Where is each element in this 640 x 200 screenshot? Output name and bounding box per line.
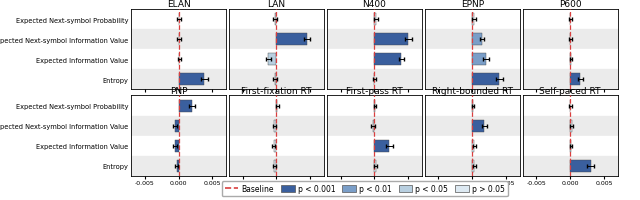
Bar <box>131 156 226 176</box>
Bar <box>570 160 591 172</box>
Bar <box>425 116 520 136</box>
Bar <box>276 100 277 112</box>
Bar <box>472 34 483 46</box>
Bar <box>327 10 422 30</box>
Bar <box>179 74 204 86</box>
Bar <box>523 30 618 50</box>
Bar <box>472 14 474 26</box>
Bar <box>327 70 422 90</box>
Title: PNP: PNP <box>170 86 188 95</box>
Bar <box>275 74 276 86</box>
Bar <box>472 100 473 112</box>
Title: LAN: LAN <box>268 0 285 9</box>
Bar <box>570 120 572 132</box>
Bar <box>327 136 422 156</box>
Title: Right-bounded RT: Right-bounded RT <box>432 86 513 95</box>
Bar <box>131 96 226 116</box>
Bar <box>175 140 179 152</box>
Bar <box>327 50 422 70</box>
Bar <box>276 34 307 46</box>
Title: First-pass RT: First-pass RT <box>346 86 403 95</box>
Bar <box>523 10 618 30</box>
Bar <box>425 96 520 116</box>
Bar <box>425 50 520 70</box>
Bar <box>425 30 520 50</box>
Bar <box>374 34 408 46</box>
Bar <box>229 10 324 30</box>
Bar <box>523 116 618 136</box>
Bar <box>374 160 376 172</box>
Bar <box>374 54 401 66</box>
Bar <box>229 96 324 116</box>
Bar <box>425 10 520 30</box>
Title: ELAN: ELAN <box>166 0 191 9</box>
Bar <box>425 156 520 176</box>
Bar <box>570 74 580 86</box>
Bar <box>425 136 520 156</box>
Bar <box>327 116 422 136</box>
Bar <box>472 160 474 172</box>
Title: Self-paced RT: Self-paced RT <box>540 86 601 95</box>
Bar <box>327 30 422 50</box>
Bar <box>472 120 484 132</box>
Bar <box>373 120 374 132</box>
Bar <box>131 50 226 70</box>
Bar <box>327 96 422 116</box>
Bar <box>175 120 179 132</box>
Bar <box>523 156 618 176</box>
Bar <box>275 160 276 172</box>
Legend: Baseline, p < 0.001, p < 0.01, p < 0.05, p > 0.05: Baseline, p < 0.001, p < 0.01, p < 0.05,… <box>221 181 508 196</box>
Bar <box>472 74 499 86</box>
Bar <box>131 70 226 90</box>
Bar <box>523 136 618 156</box>
Bar <box>275 120 276 132</box>
Bar <box>275 14 276 26</box>
Bar <box>131 116 226 136</box>
Bar <box>131 136 226 156</box>
Bar <box>523 96 618 116</box>
Bar <box>523 50 618 70</box>
Bar <box>229 156 324 176</box>
Bar <box>229 136 324 156</box>
Bar <box>472 54 486 66</box>
Bar <box>179 100 192 112</box>
Bar <box>523 70 618 90</box>
Bar <box>472 140 474 152</box>
Title: First-fixation RT: First-fixation RT <box>241 86 312 95</box>
Bar <box>229 70 324 90</box>
Bar <box>229 50 324 70</box>
Bar <box>177 160 179 172</box>
Bar <box>425 70 520 90</box>
Bar <box>274 140 276 152</box>
X-axis label: ΔR²: ΔR² <box>367 187 382 195</box>
Bar <box>229 116 324 136</box>
Bar <box>570 140 571 152</box>
Bar <box>131 30 226 50</box>
Title: N400: N400 <box>362 0 387 9</box>
Title: P600: P600 <box>559 0 582 9</box>
Bar <box>570 54 571 66</box>
Bar <box>374 14 376 26</box>
Bar <box>229 30 324 50</box>
Bar <box>268 54 276 66</box>
Title: EPNP: EPNP <box>461 0 484 9</box>
Bar <box>374 140 389 152</box>
Bar <box>131 10 226 30</box>
Bar <box>327 156 422 176</box>
Bar <box>374 100 375 112</box>
